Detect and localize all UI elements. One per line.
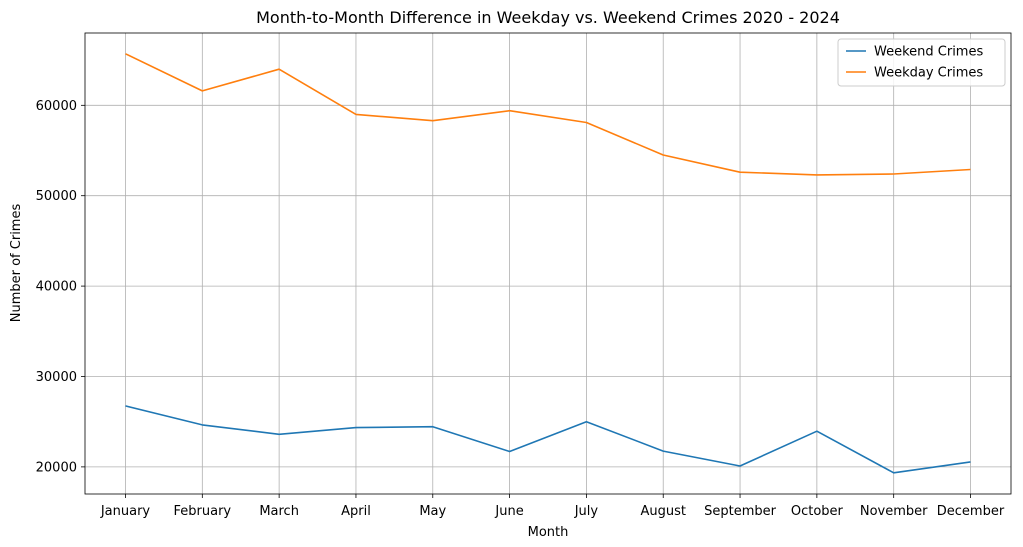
x-tick-label: December: [937, 504, 1005, 519]
series-line-1: [125, 53, 971, 176]
series-line-0: [125, 405, 971, 474]
y-tick-label: 50000: [36, 189, 77, 204]
x-tick-label: November: [860, 504, 928, 519]
legend-label: Weekend Crimes: [874, 45, 983, 60]
y-tick-label: 60000: [36, 99, 77, 114]
plot-frame: [84, 32, 1012, 495]
legend-box: [837, 38, 1006, 87]
x-axis-ticks: January February March April May June July Augu…: [100, 494, 1005, 519]
y-axis-label: Number of Crimes: [9, 204, 24, 323]
legend: Weekend Crimes Weekday Crimes: [837, 38, 1006, 87]
x-tick-label: February: [174, 504, 232, 519]
y-axis-ticks: 20000 30000 40000 50000 60000: [36, 99, 85, 475]
y-tick-label: 20000: [36, 460, 77, 475]
x-tick-label: October: [791, 504, 844, 519]
x-axis-label: Month: [528, 525, 569, 540]
x-tick-label: August: [640, 504, 686, 519]
grid: [85, 33, 1011, 494]
legend-label: Weekday Crimes: [874, 66, 983, 81]
x-tick-label: March: [259, 504, 299, 519]
y-tick-label: 40000: [36, 280, 77, 295]
x-tick-label: April: [341, 504, 371, 519]
chart-title: Month-to-Month Difference in Weekday vs.…: [256, 8, 840, 27]
series-lines: [125, 53, 971, 474]
x-tick-label: January: [100, 504, 151, 519]
y-tick-label: 30000: [36, 370, 77, 385]
x-tick-label: July: [574, 504, 599, 519]
x-tick-label: May: [419, 504, 446, 519]
x-tick-label: September: [704, 504, 777, 519]
x-tick-label: June: [494, 504, 523, 519]
